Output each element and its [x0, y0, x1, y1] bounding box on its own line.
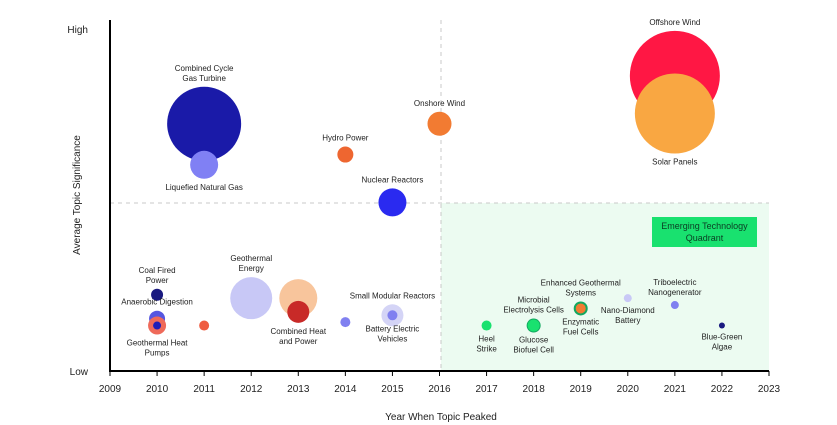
bubble-blue-green-algae	[718, 322, 725, 329]
x-axis-ticks: 2009 2010 2011 2012 2013 2014 2015 2016 2017 2018…	[99, 371, 781, 395]
bubble-label-nano-diamond-battery-line-2: Battery	[615, 316, 640, 325]
quadrant-badge-line-1: Emerging Technology	[661, 221, 748, 231]
bubble-label-combined-cycle-gas-turbine-line-1: Combined Cycle	[175, 64, 234, 73]
bubble-label-nano-diamond-battery-line-1: Nano-Diamond	[601, 306, 655, 315]
bubble-enzymatic-fuel-cells	[575, 303, 586, 314]
x-tick-label-2020: 2020	[617, 384, 640, 395]
quadrant-badge-line-2: Quadrant	[686, 233, 724, 243]
bubble-label-blue-green-algae-line-1: Blue-Green	[701, 333, 742, 342]
bubble-glucose-biofuel-cell	[527, 319, 540, 332]
bubble-label-enhanced-geothermal-systems-line-1: Enhanced Geothermal	[541, 278, 621, 287]
x-tick-label-2017: 2017	[475, 384, 498, 395]
bubble-battery-electric-vehicles	[387, 310, 398, 321]
bubble-label-blue-green-algae-line-2: Algae	[712, 343, 733, 352]
bubble-label-heel-strike-line-1: Heel	[478, 335, 495, 344]
x-tick-label-2013: 2013	[287, 384, 310, 395]
bubble-label-solar-panels-line-1: Solar Panels	[652, 158, 697, 167]
x-tick-label-2011: 2011	[193, 384, 215, 395]
bubble-hydro-power	[337, 146, 354, 163]
bubble-coal-fired-power	[151, 288, 164, 301]
bubble-label-glucose-biofuel-cell-line-1: Glucose	[519, 336, 549, 345]
bubble-label-microbial-electrolysis-cells-line-1: Microbial	[518, 296, 550, 305]
bubble-nuclear-reactors	[378, 188, 407, 217]
bubble-label-combined-heat-and-power-line-2: and Power	[279, 337, 318, 346]
bubble-label-combined-cycle-gas-turbine-line-2: Gas Turbine	[182, 74, 226, 83]
x-tick-label-2009: 2009	[99, 384, 122, 395]
bubble-combined-cycle-gas-turbine	[167, 86, 242, 161]
bubble-liquefied-natural-gas	[190, 150, 219, 179]
bubble-label-hydro-power-line-1: Hydro Power	[322, 134, 369, 143]
bubble-solar-panels	[634, 73, 715, 154]
bubbles-layer	[148, 30, 725, 335]
bubble-triboelectric-nanogenerator	[670, 301, 679, 310]
bubble-label-battery-electric-vehicles-line-2: Vehicles	[378, 334, 408, 343]
bubble-unlabeled-11	[199, 320, 210, 331]
bubble-label-liquefied-natural-gas-line-1: Liquefied Natural Gas	[165, 183, 242, 192]
bubble-label-geothermal-energy-line-1: Geothermal	[230, 254, 272, 263]
bubble-label-triboelectric-nanogenerator-line-1: Triboelectric	[653, 278, 696, 287]
y-axis-label: Average Topic Significance	[72, 135, 83, 255]
x-tick-label-2010: 2010	[146, 384, 169, 395]
bubble-label-nuclear-reactors-line-1: Nuclear Reactors	[362, 175, 424, 184]
x-tick-label-2021: 2021	[664, 384, 687, 395]
bubble-label-battery-electric-vehicles-line-1: Battery Electric	[366, 324, 420, 333]
bubble-label-triboelectric-nanogenerator-line-2: Nanogenerator	[648, 288, 702, 297]
bubble-label-coal-fired-power-line-1: Coal Fired	[139, 266, 176, 275]
bubble-label-heel-strike-line-2: Strike	[476, 345, 497, 354]
bubble-label-microbial-electrolysis-cells-line-2: Electrolysis Cells	[503, 306, 563, 315]
y-tick-high: High	[67, 25, 88, 36]
bubble-label-glucose-biofuel-cell-line-2: Biofuel Cell	[513, 346, 554, 355]
bubble-label-offshore-wind-line-1: Offshore Wind	[649, 18, 700, 27]
bubble-geothermal-energy	[230, 277, 273, 320]
y-tick-low: Low	[70, 367, 89, 378]
bubble-unlabeled-10	[153, 321, 162, 330]
x-tick-label-2016: 2016	[428, 384, 451, 395]
bubble-label-enzymatic-fuel-cells-line-2: Fuel Cells	[563, 327, 599, 336]
bubble-nano-diamond-battery	[623, 294, 632, 303]
x-tick-label-2015: 2015	[381, 384, 404, 395]
bubble-onshore-wind	[427, 111, 452, 136]
bubble-label-onshore-wind-line-1: Onshore Wind	[414, 99, 465, 108]
x-tick-label-2012: 2012	[240, 384, 263, 395]
bubble-label-geothermal-heat-pumps-line-1: Geothermal Heat	[127, 339, 189, 348]
bubble-label-small-modular-reactors-line-1: Small Modular Reactors	[350, 291, 435, 300]
bubble-heel-strike	[481, 320, 492, 331]
bubble-label-enzymatic-fuel-cells-line-1: Enzymatic	[562, 317, 599, 326]
x-tick-label-2023: 2023	[758, 384, 781, 395]
bubble-label-enhanced-geothermal-systems-line-2: Systems	[565, 288, 596, 297]
bubble-label-anaerobic-digestion-line-1: Anaerobic Digestion	[121, 298, 193, 307]
bubble-label-geothermal-energy-line-2: Energy	[239, 264, 264, 273]
bubble-label-coal-fired-power-line-2: Power	[146, 276, 169, 285]
x-tick-label-2014: 2014	[334, 384, 357, 395]
x-tick-label-2018: 2018	[523, 384, 546, 395]
x-tick-label-2022: 2022	[711, 384, 734, 395]
bubble-label-geothermal-heat-pumps-line-2: Pumps	[145, 349, 170, 358]
x-axis-label: Year When Topic Peaked	[385, 412, 497, 423]
bubble-label-combined-heat-and-power-line-1: Combined Heat	[270, 327, 326, 336]
bubble-unlabeled-15	[340, 317, 351, 328]
quadrant-badge	[652, 217, 757, 247]
bubble-combined-heat-and-power	[287, 300, 310, 323]
x-tick-label-2019: 2019	[570, 384, 593, 395]
